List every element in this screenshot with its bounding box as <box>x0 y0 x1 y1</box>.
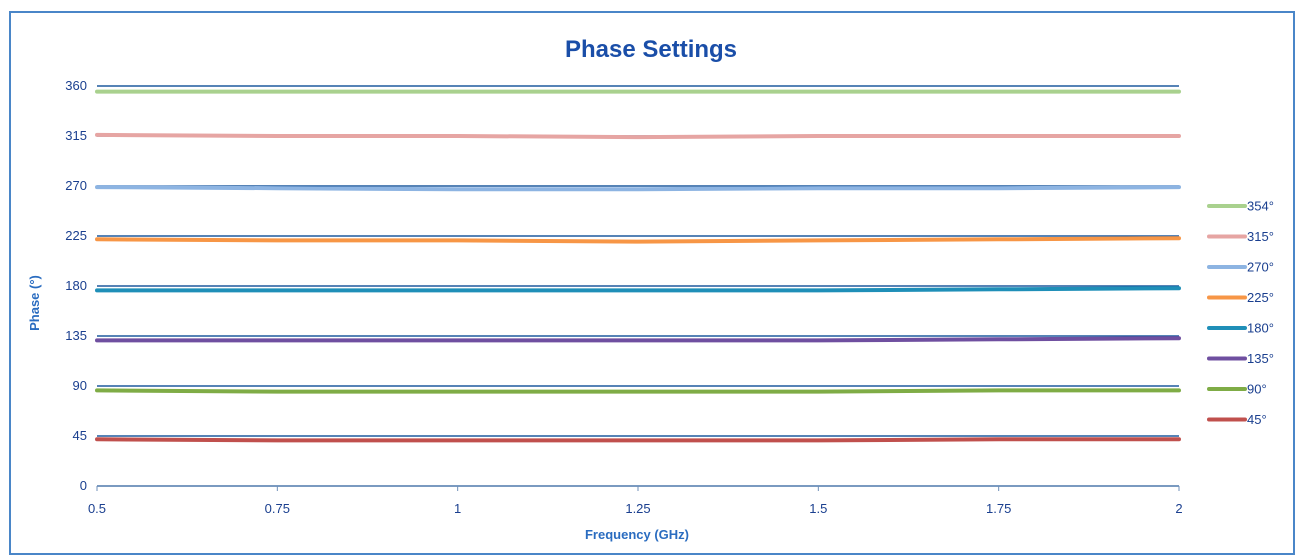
series-line <box>95 236 1181 244</box>
y-tick-label: 135 <box>65 328 87 343</box>
legend-label: 135° <box>1247 351 1274 366</box>
x-tick-label: 1.25 <box>625 501 650 516</box>
y-tick-label: 225 <box>65 228 87 243</box>
x-tick-label: 2 <box>1175 501 1182 516</box>
y-tick-label: 270 <box>65 178 87 193</box>
x-tick-label: 1.5 <box>809 501 827 516</box>
y-axis-label: Phase (°) <box>27 275 42 331</box>
series-lines <box>95 89 1181 443</box>
y-tick-label: 315 <box>65 128 87 143</box>
series-line <box>95 286 1181 293</box>
x-tick-label: 0.5 <box>88 501 106 516</box>
x-tick-label: 1.75 <box>986 501 1011 516</box>
x-tick-label: 1 <box>454 501 461 516</box>
legend-label: 45° <box>1247 412 1267 427</box>
legend-label: 90° <box>1247 382 1267 397</box>
y-tick-label: 180 <box>65 278 87 293</box>
chart-title: Phase Settings <box>565 36 737 63</box>
legend-label: 315° <box>1247 229 1274 244</box>
x-axis-label: Frequency (GHz) <box>585 527 689 542</box>
series-line <box>95 336 1181 343</box>
series-line <box>95 185 1181 192</box>
series-line <box>95 132 1181 140</box>
y-tick-label: 45 <box>73 428 87 443</box>
grid-lines <box>97 85 1179 487</box>
y-tick-label: 0 <box>80 478 87 493</box>
legend-label: 180° <box>1247 321 1274 336</box>
y-tick-label: 360 <box>65 78 87 93</box>
series-line <box>95 388 1181 394</box>
series-line <box>95 437 1181 443</box>
legend: 354° 315° 270° 225° 180° 135° 90° 45° <box>1207 199 1274 427</box>
legend-label: 225° <box>1247 290 1274 305</box>
legend-label: 270° <box>1247 260 1274 275</box>
chart-frame: Phase Settings 0 45 90 135 180 225 270 315 360 0.… <box>9 11 1295 555</box>
x-tick-label: 0.75 <box>265 501 290 516</box>
phase-settings-chart: Phase Settings 0 45 90 135 180 225 270 315 360 0.… <box>27 36 1274 542</box>
y-tick-label: 90 <box>73 378 87 393</box>
legend-label: 354° <box>1247 199 1274 214</box>
axes: 0 45 90 135 180 225 270 315 360 0.5 0.75 1 1.25 1.5 1.… <box>65 78 1182 516</box>
